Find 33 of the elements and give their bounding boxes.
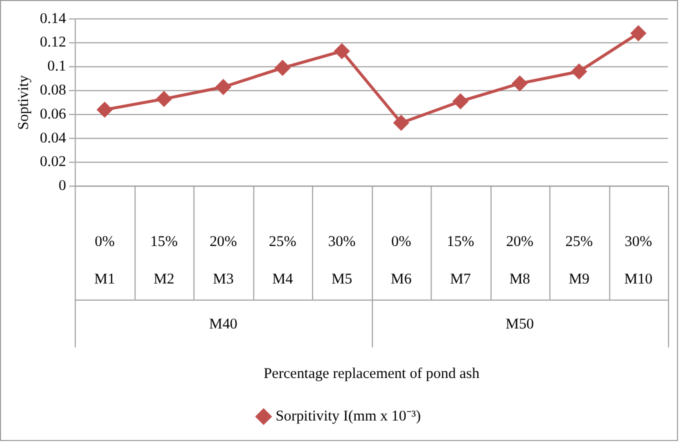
category-label: 30% M10 (624, 234, 653, 288)
y-tick-label: 0.02 (40, 154, 66, 170)
y-tick-label: 0 (58, 178, 66, 194)
category-label: 25% M9 (565, 234, 593, 288)
y-tick-label: 0.14 (40, 10, 67, 27)
y-tick-label: 0.06 (40, 106, 67, 122)
point (630, 26, 646, 41)
y-tick-label: 0.1 (47, 58, 66, 75)
category-label: 15% M7 (446, 234, 474, 288)
category-label: 30% M5 (328, 234, 356, 288)
text: M40 (209, 316, 238, 332)
category-label: 20% M8 (506, 234, 534, 288)
point (156, 91, 172, 106)
text: M50 (506, 316, 534, 332)
y-axis-title: Soptivity (16, 74, 32, 130)
point (394, 115, 409, 130)
point (572, 64, 587, 79)
point (97, 102, 112, 118)
category-label: 15% M2 (150, 234, 178, 288)
point (453, 94, 468, 109)
y-tick-label: 0.08 (40, 82, 66, 99)
category-label: 20% M3 (210, 234, 237, 288)
category-label: 0% M1 (94, 234, 116, 288)
text: Percentage replacement of pond ash (264, 366, 480, 382)
y-tick-label: 0.04 (40, 130, 67, 146)
category-label: 25% M4 (268, 234, 296, 288)
point (512, 76, 528, 91)
point (275, 60, 290, 76)
legend-label: Sorpitivity I(mm x 10⁻³) (276, 408, 421, 425)
point (334, 44, 350, 59)
point (216, 80, 231, 94)
y-tick-label: 0.12 (40, 34, 66, 51)
category-label: 0% M6 (390, 234, 412, 288)
